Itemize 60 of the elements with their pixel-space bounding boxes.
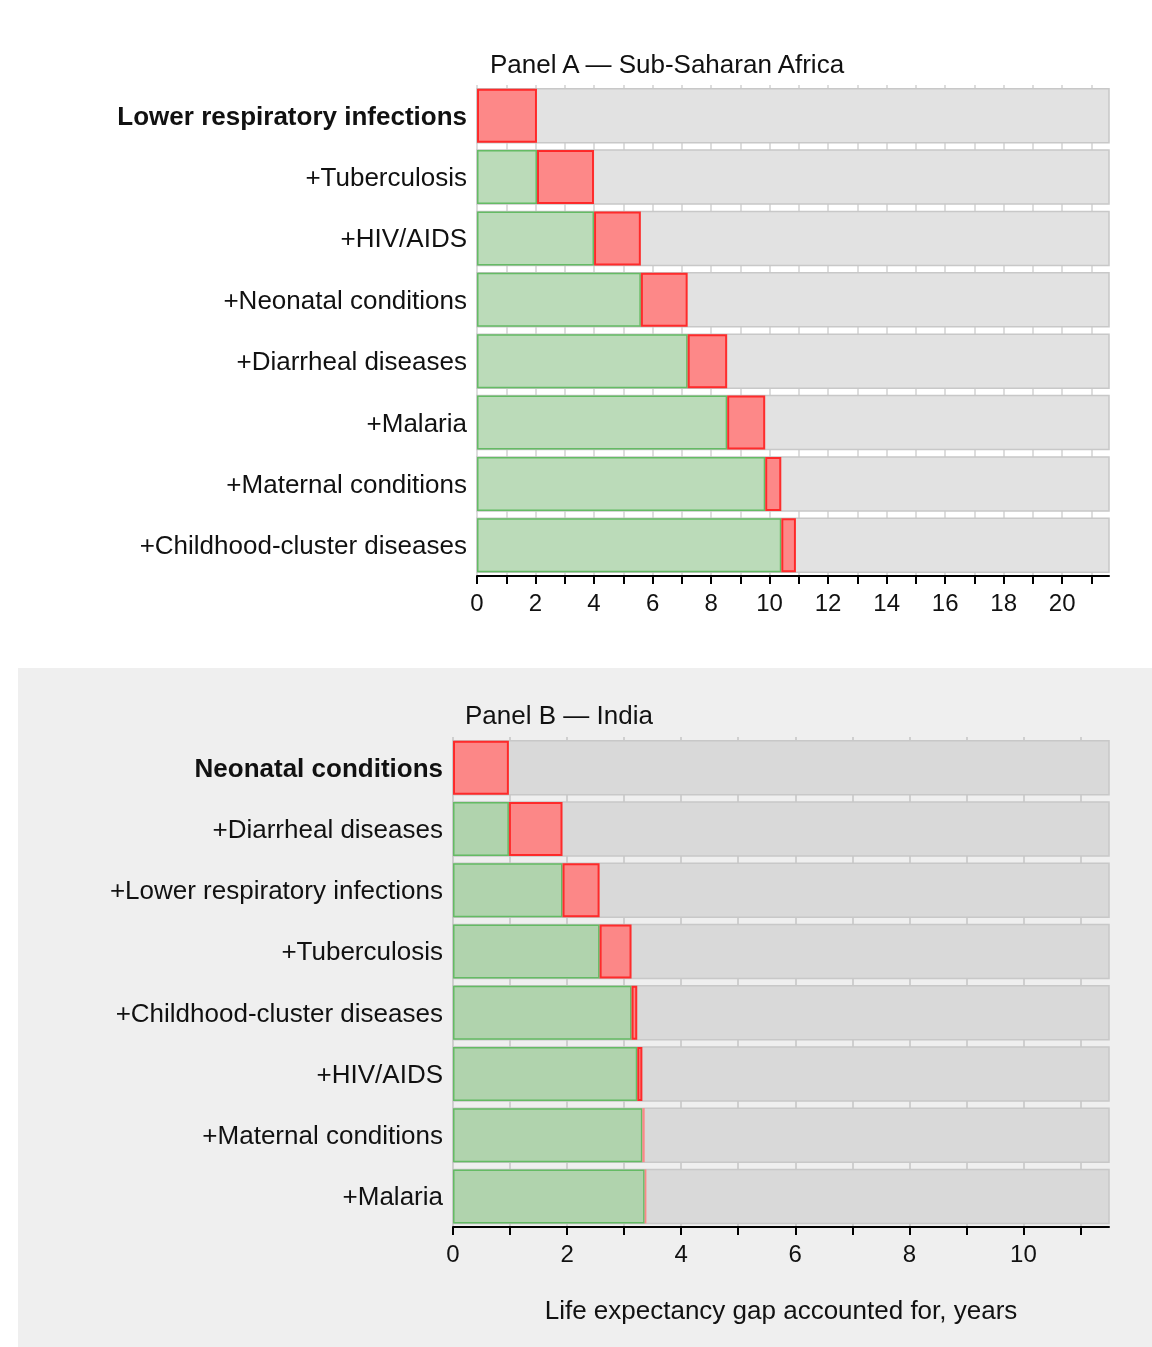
- y-tick-label: +Maternal conditions: [202, 1120, 443, 1151]
- bar: [453, 1169, 645, 1224]
- y-tick-label: Neonatal conditions: [194, 752, 443, 783]
- y-tick-label: +HIV/AIDS: [340, 223, 467, 254]
- bar: [642, 1108, 645, 1163]
- x-tick-label: 8: [902, 1239, 917, 1267]
- y-tick-label: +Diarrheal diseases: [236, 346, 467, 377]
- bar: [765, 456, 782, 511]
- y-tick-label: +HIV/AIDS: [316, 1058, 443, 1089]
- y-tick-label: +Malaria: [342, 1181, 444, 1212]
- y-tick-label: +Childhood-cluster diseases: [115, 997, 443, 1028]
- x-tick-label: 14: [873, 588, 900, 616]
- bar: [536, 150, 595, 205]
- bar: [477, 150, 537, 205]
- x-tick-label: 4: [587, 588, 601, 616]
- bar: [477, 272, 641, 327]
- bar: [727, 395, 766, 450]
- x-tick-label: 10: [1010, 1239, 1037, 1267]
- bar: [781, 518, 796, 573]
- y-tick-label: Lower respiratory infections: [117, 100, 467, 131]
- x-tick-label: 0: [446, 1239, 460, 1267]
- bar: [637, 1046, 643, 1101]
- x-tick-label: 8: [704, 588, 718, 616]
- bar: [640, 272, 688, 327]
- bar: [594, 211, 641, 266]
- x-tick-label: 16: [931, 588, 959, 616]
- x-tick-label: 2: [560, 1239, 574, 1267]
- chart-title: Panel A — Sub-Saharan Africa: [490, 49, 845, 79]
- chart-title: Panel B — India: [465, 700, 654, 730]
- y-tick-label: +Tuberculosis: [281, 936, 443, 967]
- x-tick-label: 18: [990, 588, 1018, 616]
- bar: [453, 1108, 643, 1163]
- bar: [453, 1046, 638, 1101]
- y-tick-label: +Maternal conditions: [226, 468, 467, 499]
- bar: [453, 985, 632, 1040]
- x-tick-label: 4: [674, 1239, 688, 1267]
- bar: [687, 334, 728, 389]
- y-tick-label: +Lower respiratory infections: [109, 875, 443, 906]
- y-tick-label: +Neonatal conditions: [223, 284, 467, 315]
- x-axis-title: Life expectancy gap accounted for, years: [544, 1295, 1018, 1325]
- x-tick-label: 20: [1048, 588, 1076, 616]
- bar: [453, 801, 509, 856]
- bar: [453, 924, 600, 979]
- x-tick-label: 6: [645, 588, 660, 616]
- bar: [477, 88, 537, 143]
- x-tick-label: 2: [528, 588, 543, 616]
- bar: [562, 863, 600, 918]
- y-tick-label: +Tuberculosis: [305, 162, 467, 193]
- x-tick-label: 6: [788, 1239, 802, 1267]
- bar: [453, 863, 563, 918]
- bar: [508, 801, 563, 856]
- y-tick-label: +Diarrheal diseases: [212, 813, 443, 844]
- y-tick-label: +Malaria: [366, 407, 468, 438]
- x-tick-label: 12: [814, 588, 842, 616]
- bar: [477, 211, 595, 266]
- x-tick-label: 10: [756, 588, 783, 616]
- bar: [453, 740, 509, 795]
- y-tick-label: +Childhood-cluster diseases: [139, 530, 467, 561]
- bar: [599, 924, 632, 979]
- x-tick-label: 0: [470, 588, 484, 616]
